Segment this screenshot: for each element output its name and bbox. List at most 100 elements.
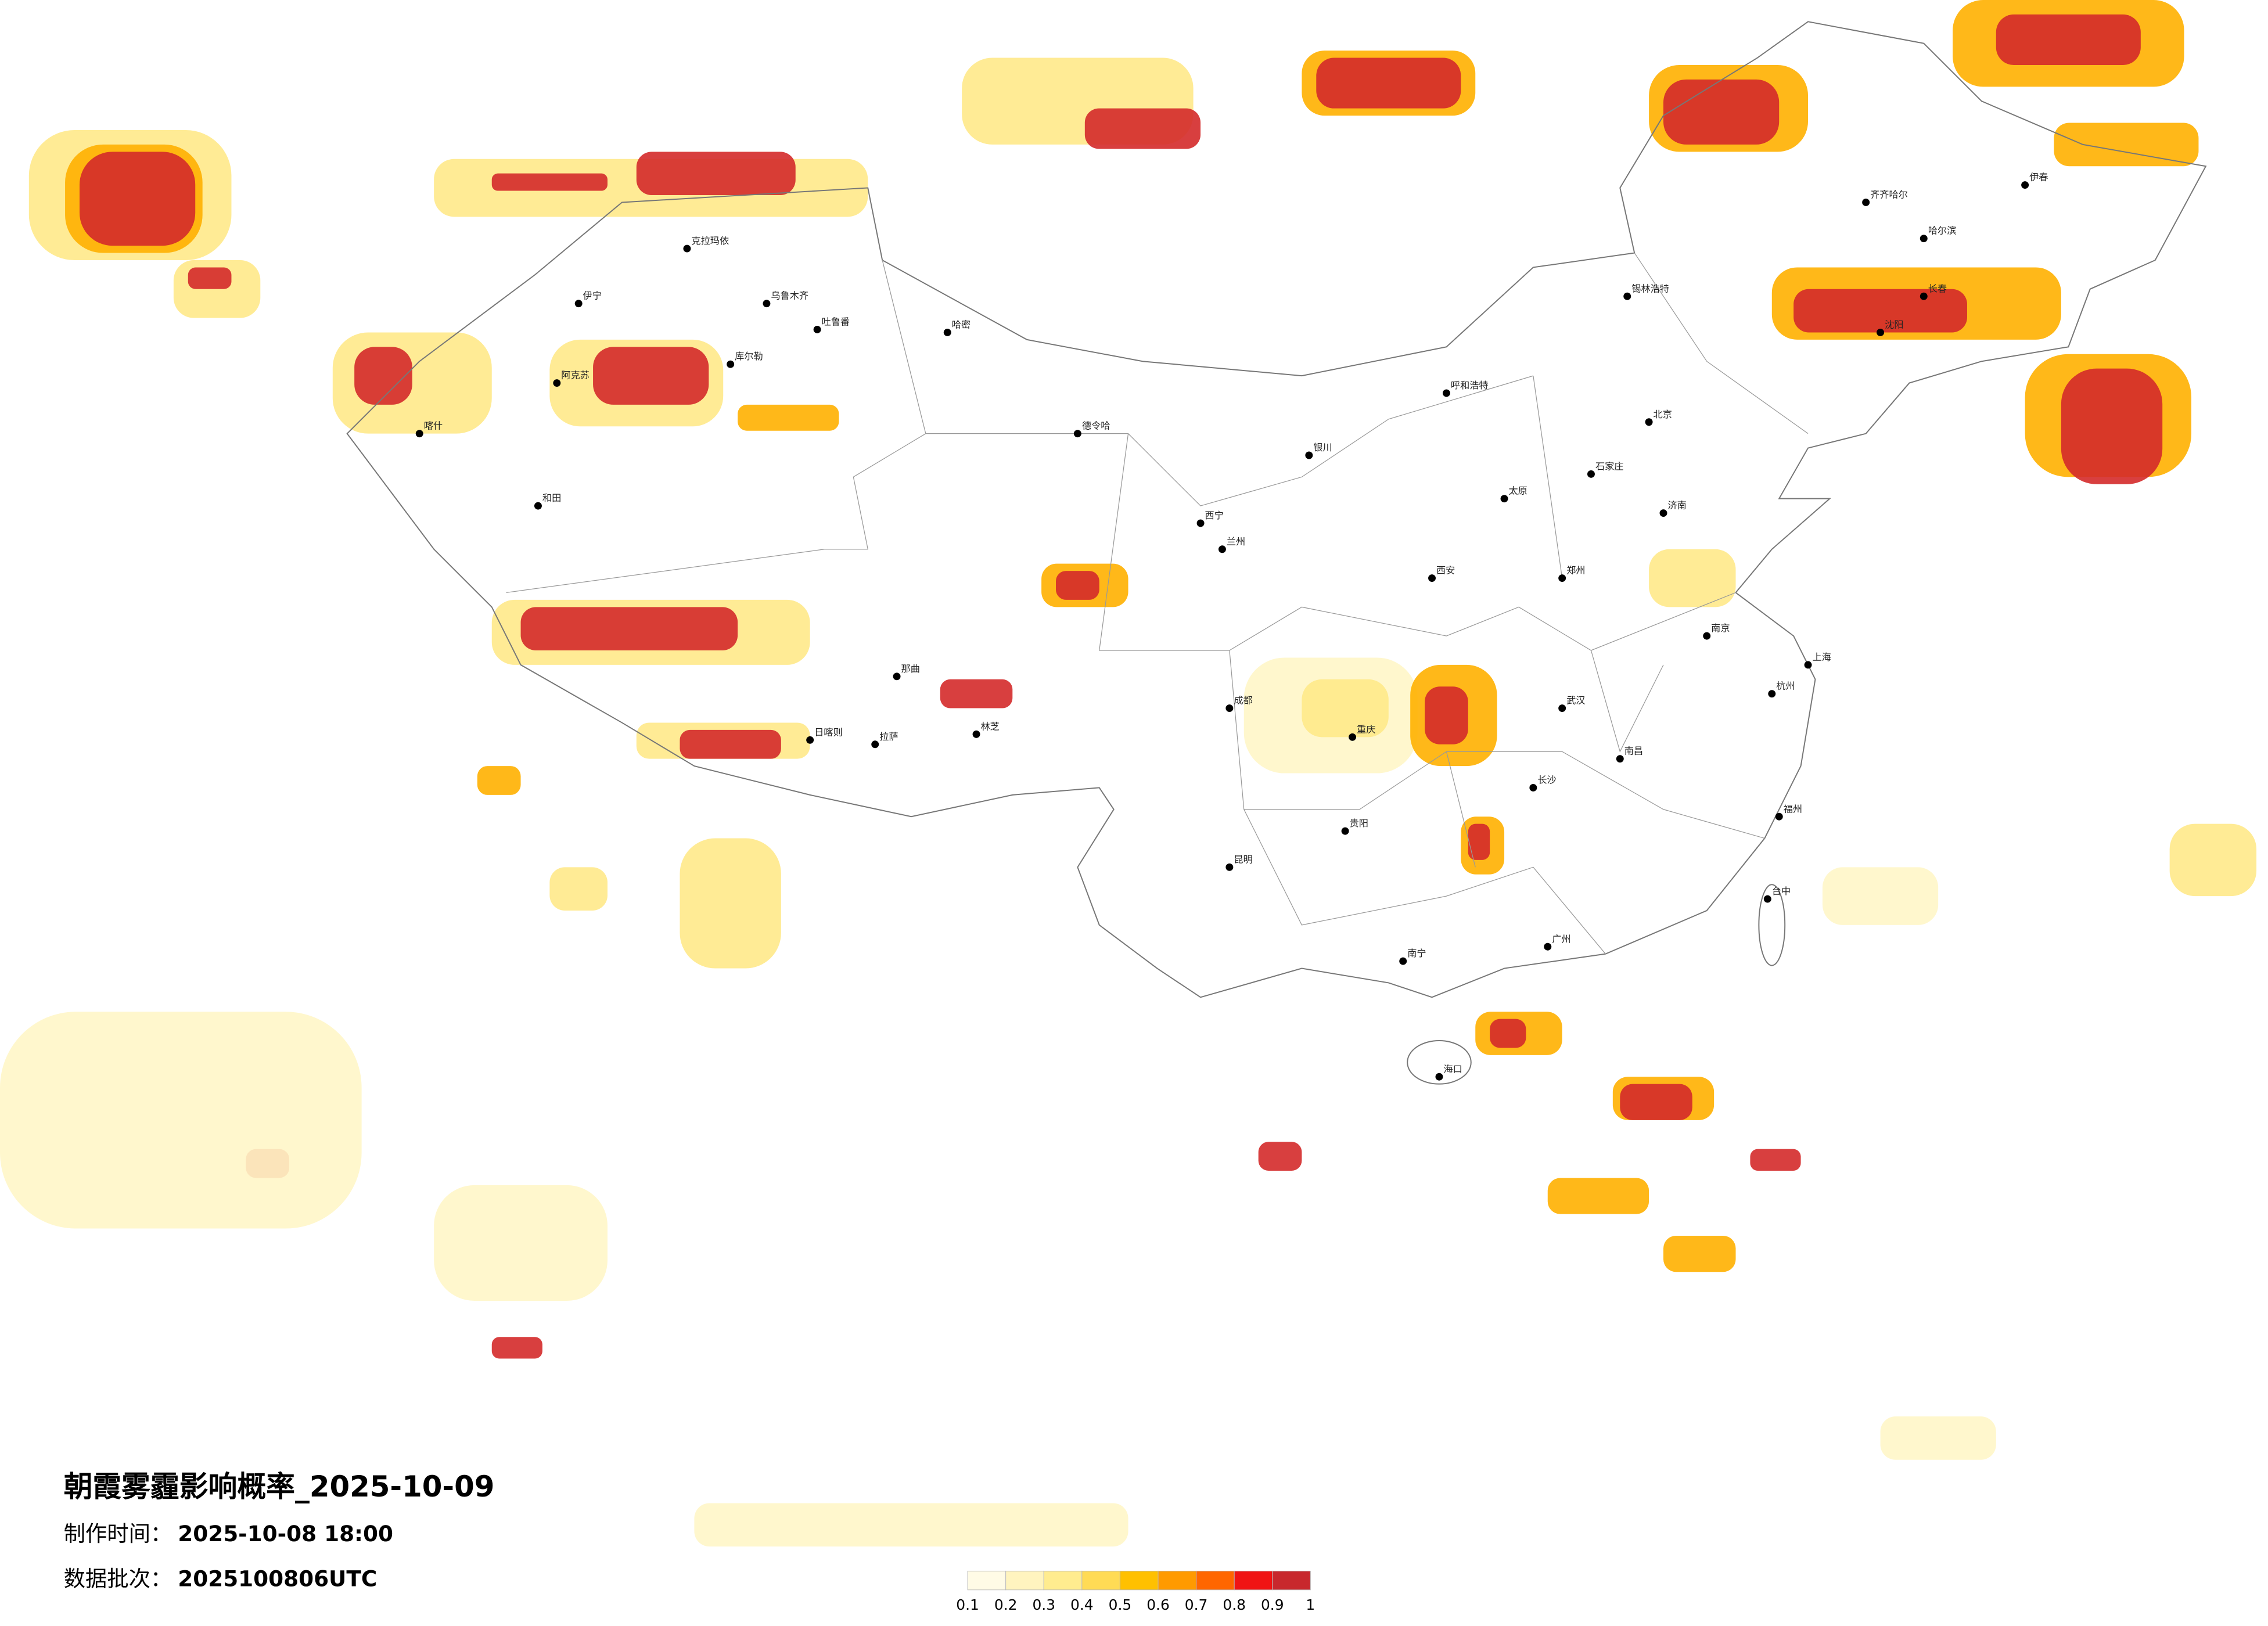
haze-area (0, 1012, 362, 1229)
city-dot (415, 430, 423, 438)
haze-area (738, 404, 839, 431)
city-label: 长沙 (1537, 775, 1556, 786)
city-label: 库尔勒 (735, 351, 763, 362)
city-label: 哈密 (952, 319, 971, 330)
city-dot (806, 736, 814, 744)
haze-area (2061, 368, 2163, 484)
city-dot (1659, 509, 1667, 517)
haze-area (1468, 823, 1490, 860)
city-label: 拉萨 (879, 731, 898, 742)
haze-area (1793, 289, 1967, 333)
city-dot (1442, 389, 1450, 397)
legend-tick-label: 0.1 (956, 1596, 979, 1613)
data-batch-value: 2025100806UTC (178, 1566, 377, 1591)
haze-layer (0, 0, 2257, 1547)
city-label: 锡林浩特 (1631, 283, 1669, 294)
haze-area (477, 766, 521, 795)
haze-area (2169, 823, 2257, 897)
island-outline (1758, 884, 1786, 966)
city-dot (1349, 733, 1357, 741)
haze-area (188, 267, 232, 289)
city-dot (2021, 181, 2029, 189)
legend-swatch (1043, 1570, 1083, 1591)
haze-area (1620, 1084, 1692, 1120)
haze-area (680, 729, 781, 759)
city-dot (1775, 812, 1783, 821)
city-label: 克拉玛依 (691, 235, 729, 246)
city-dot (1544, 942, 1552, 951)
haze-area (1490, 1019, 1526, 1048)
country-outline (346, 21, 2207, 998)
city-dot (1218, 545, 1226, 553)
haze-area (1663, 79, 1780, 145)
haze-area (1750, 1149, 1801, 1171)
city-dot (683, 244, 691, 253)
city-dot (871, 740, 879, 749)
city-dot (1768, 690, 1776, 698)
city-label: 银川 (1313, 442, 1332, 453)
haze-area (434, 1185, 608, 1301)
map-title: 朝霞雾霾影响概率_2025-10-09 (64, 1470, 495, 1503)
city-dot (893, 672, 901, 681)
city-dot (1587, 470, 1595, 478)
legend-tick-label: 1 (1306, 1596, 1315, 1613)
city-label: 台中 (1772, 886, 1791, 897)
city-dot (1500, 495, 1508, 503)
city-dot (1341, 827, 1349, 835)
legend-tick-label: 0.5 (1109, 1596, 1132, 1613)
legend-tick-label: 0.7 (1185, 1596, 1208, 1613)
city-label: 那曲 (901, 663, 920, 674)
legend-tick-label: 0.6 (1146, 1596, 1170, 1613)
city-label: 上海 (1813, 652, 1831, 663)
legend-tick-label: 0.3 (1032, 1596, 1055, 1613)
city-dot (972, 730, 980, 738)
city-dot (1225, 704, 1234, 713)
haze-area (1996, 14, 2141, 66)
haze-area (491, 173, 608, 191)
city-dot (813, 325, 821, 333)
city-dot (1305, 451, 1313, 459)
city-dot (1196, 519, 1205, 527)
city-dot (1558, 574, 1566, 582)
city-label: 沈阳 (1885, 319, 1903, 330)
city-label: 南昌 (1624, 746, 1643, 757)
city-dot (1529, 783, 1537, 792)
haze-area (1302, 679, 1389, 738)
legend-swatch (1196, 1570, 1235, 1591)
province-lines (506, 253, 1809, 955)
city-label: 德令哈 (1082, 420, 1110, 431)
haze-area (636, 152, 796, 195)
legend-swatch (967, 1570, 1007, 1591)
legend-tick-label: 0.8 (1223, 1596, 1246, 1613)
city-dot (1920, 235, 1928, 243)
city-dot (574, 300, 583, 308)
production-time-value: 2025-10-08 18:00 (178, 1521, 393, 1546)
legend-swatch (1272, 1570, 1311, 1591)
city-label: 喀什 (424, 420, 443, 431)
city-label: 武汉 (1566, 695, 1585, 706)
haze-area (354, 347, 412, 405)
city-label: 齐齐哈尔 (1870, 189, 1908, 200)
city-label: 重庆 (1357, 724, 1375, 735)
haze-area (1663, 1236, 1736, 1272)
city-label: 广州 (1552, 933, 1570, 944)
city-label: 杭州 (1776, 681, 1795, 692)
legend-swatch (1081, 1570, 1120, 1591)
haze-area (2054, 123, 2199, 167)
haze-area (1822, 867, 1939, 925)
legend-tick-label: 0.2 (994, 1596, 1018, 1613)
legend-swatch (1158, 1570, 1197, 1591)
haze-area (940, 679, 1013, 708)
haze-area (1258, 1142, 1302, 1171)
city-label: 日喀则 (814, 726, 843, 738)
city-dot (1763, 895, 1771, 903)
haze-area (520, 607, 738, 650)
haze-area (79, 152, 196, 246)
city-dot (1435, 1073, 1443, 1081)
legend-tick-label: 0.4 (1070, 1596, 1094, 1613)
haze-area (694, 1503, 1128, 1547)
city-label: 伊春 (2029, 172, 2048, 183)
city-dot (1703, 632, 1711, 640)
